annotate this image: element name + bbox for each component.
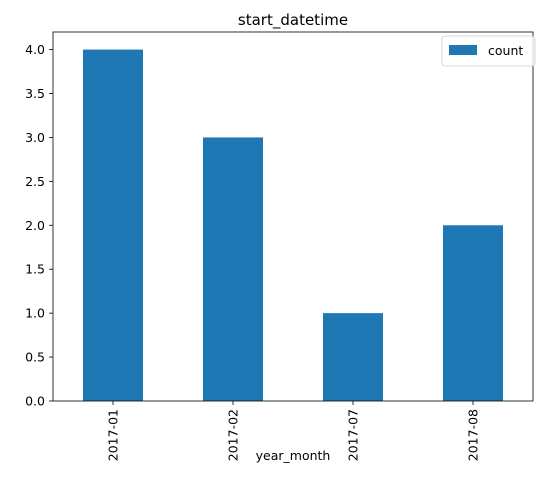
axes-frame xyxy=(52,31,534,402)
x-tick-label: 2017-07 xyxy=(346,409,361,461)
x-tick-label: 2017-02 xyxy=(226,409,241,461)
x-tick-label: 2017-08 xyxy=(466,409,481,461)
x-axis-ticks: 2017-01 2017-02 2017-07 2017-08 xyxy=(106,401,481,461)
y-tick-label: 3.0 xyxy=(25,130,45,145)
y-tick-label: 1.5 xyxy=(25,262,45,277)
bar-2017-07 xyxy=(323,313,383,401)
y-tick-label: 4.0 xyxy=(25,42,45,57)
x-tick-label: 2017-01 xyxy=(106,409,121,461)
y-tick-label: 2.5 xyxy=(25,174,45,189)
y-tick-label: 2.0 xyxy=(25,218,45,233)
legend-label: count xyxy=(488,43,523,58)
y-tick-label: 0.5 xyxy=(25,350,45,365)
legend: count xyxy=(441,35,536,67)
bar-series xyxy=(83,49,503,401)
bar-2017-01 xyxy=(83,49,143,401)
y-tick-label: 1.0 xyxy=(25,306,45,321)
legend-swatch xyxy=(449,45,477,55)
chart-title: start_datetime xyxy=(238,11,348,30)
x-axis-title: year_month xyxy=(256,448,331,463)
legend-box xyxy=(441,35,536,67)
y-tick-label: 0.0 xyxy=(25,394,45,409)
bar-2017-02 xyxy=(203,137,263,401)
y-axis-ticks: 0.0 0.5 1.0 1.5 2.0 2.5 3.0 3.5 4.0 xyxy=(25,42,53,409)
bar-2017-08 xyxy=(443,225,503,401)
y-tick-label: 3.5 xyxy=(25,86,45,101)
